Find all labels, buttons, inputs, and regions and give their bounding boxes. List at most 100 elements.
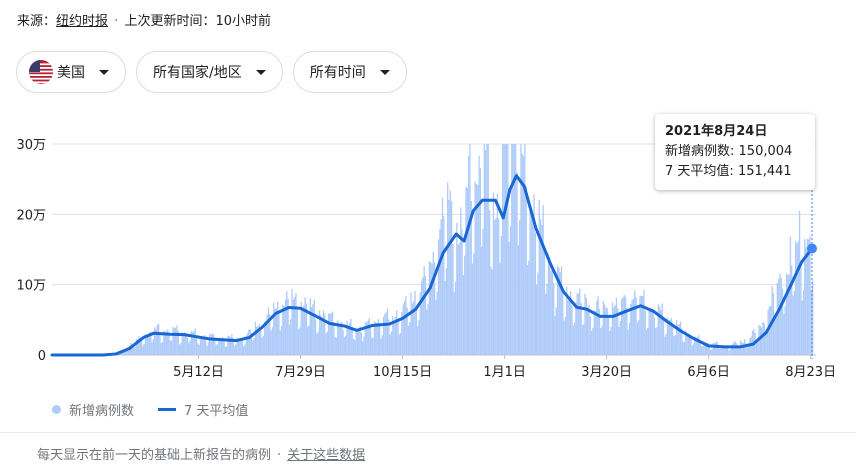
- cases-bar: [792, 295, 794, 355]
- cases-bar: [649, 309, 652, 355]
- cases-bar: [164, 331, 166, 355]
- cases-bar: [613, 307, 615, 355]
- cases-bar: [252, 340, 254, 355]
- cases-bar: [263, 321, 266, 355]
- cases-bar: [295, 293, 297, 355]
- about-data-link[interactable]: 关于这些数据: [287, 448, 366, 463]
- cases-bar: [301, 309, 304, 355]
- region-dropdown[interactable]: 所有国家/地区: [136, 51, 283, 93]
- cases-bar: [562, 289, 564, 355]
- cases-bar: [430, 262, 432, 355]
- source-link[interactable]: 纽约时报: [56, 14, 109, 29]
- cases-bar: [275, 308, 277, 355]
- cases-bar: [422, 277, 424, 355]
- cases-bar: [539, 218, 542, 355]
- cases-bar: [622, 297, 624, 355]
- cases-bar: [413, 301, 415, 355]
- cases-bar: [443, 215, 445, 355]
- cases-bar: [618, 327, 620, 355]
- cases-bar: [499, 262, 501, 355]
- cases-bar: [457, 244, 459, 355]
- cases-bar: [460, 207, 462, 355]
- hover-point: [807, 243, 817, 254]
- cases-bar: [546, 283, 548, 355]
- cases-bar: [733, 341, 735, 355]
- cases-bar: [768, 306, 771, 355]
- cases-bar: [518, 220, 521, 355]
- cases-bar: [794, 241, 797, 355]
- country-dropdown[interactable]: 美国: [16, 51, 126, 93]
- cases-bar: [456, 223, 458, 355]
- cases-bar: [389, 334, 391, 355]
- cases-bar: [236, 337, 238, 355]
- cases-bar: [151, 342, 153, 355]
- cases-bar: [403, 301, 406, 355]
- cases-bar: [491, 269, 493, 355]
- cases-bar: [312, 304, 314, 355]
- cases-bar: [333, 322, 335, 355]
- cases-bar: [399, 332, 402, 355]
- cases-bar: [174, 327, 177, 355]
- cases-bar: [253, 338, 255, 355]
- cases-bar: [452, 244, 454, 355]
- cases-bar: [311, 307, 313, 355]
- cases-bar: [529, 206, 531, 355]
- cases-bar: [156, 324, 158, 355]
- cases-bar: [695, 337, 697, 355]
- cases-bar: [643, 289, 645, 355]
- cases-bar: [305, 303, 308, 355]
- cases-bar: [287, 298, 289, 355]
- cases-bar: [533, 194, 535, 355]
- cases-bar: [219, 337, 221, 355]
- cases-bar: [605, 307, 607, 355]
- cases-bar: [432, 251, 434, 355]
- y-tick-label: 0: [38, 349, 46, 364]
- cases-bar: [424, 275, 427, 355]
- cases-bar: [589, 316, 591, 355]
- cases-bar: [237, 338, 240, 355]
- cases-bar: [547, 253, 550, 355]
- cases-bar: [800, 260, 802, 355]
- cases-bar: [774, 318, 776, 355]
- time-range-dropdown[interactable]: 所有时间: [292, 51, 407, 93]
- cases-bar: [335, 337, 338, 355]
- cases-bar: [647, 327, 649, 355]
- cases-bar: [461, 229, 463, 355]
- cases-bar: [161, 341, 164, 355]
- cases-bar: [396, 310, 398, 355]
- cases-bar: [566, 286, 568, 355]
- cases-bar: [137, 339, 139, 355]
- cases-bar: [530, 211, 533, 355]
- cases-bar: [210, 334, 212, 355]
- cases-bar: [563, 320, 565, 355]
- cases-bar: [639, 296, 641, 355]
- cases-bar: [325, 333, 327, 355]
- cases-bar: [261, 337, 263, 355]
- cases-bar: [125, 351, 127, 355]
- cases-bar: [635, 297, 637, 355]
- cases-bar: [804, 239, 806, 355]
- cases-bar: [466, 188, 468, 355]
- cases-bar: [380, 338, 382, 355]
- cases-bar: [227, 335, 229, 355]
- cases-bar: [590, 330, 593, 355]
- cases-bar: [341, 322, 343, 355]
- cases-bar: [479, 167, 482, 355]
- cases-bar: [269, 314, 271, 355]
- cases-bar: [139, 337, 141, 355]
- source-line: 来源：纽约时报 · 上次更新时间：10小时前: [17, 10, 271, 29]
- cases-bar: [320, 315, 322, 355]
- cases-bar: [437, 239, 440, 355]
- cases-bar: [513, 144, 516, 355]
- cases-bar: [553, 282, 555, 355]
- cases-bar: [793, 290, 795, 355]
- cases-bar: [216, 344, 219, 355]
- cases-bar: [617, 308, 619, 355]
- cases-bar: [433, 262, 436, 355]
- cases-bar: [702, 346, 704, 355]
- cases-bar: [543, 245, 546, 355]
- cases-bar: [276, 301, 279, 355]
- cases-bar: [191, 332, 194, 355]
- cases-bar: [483, 144, 485, 355]
